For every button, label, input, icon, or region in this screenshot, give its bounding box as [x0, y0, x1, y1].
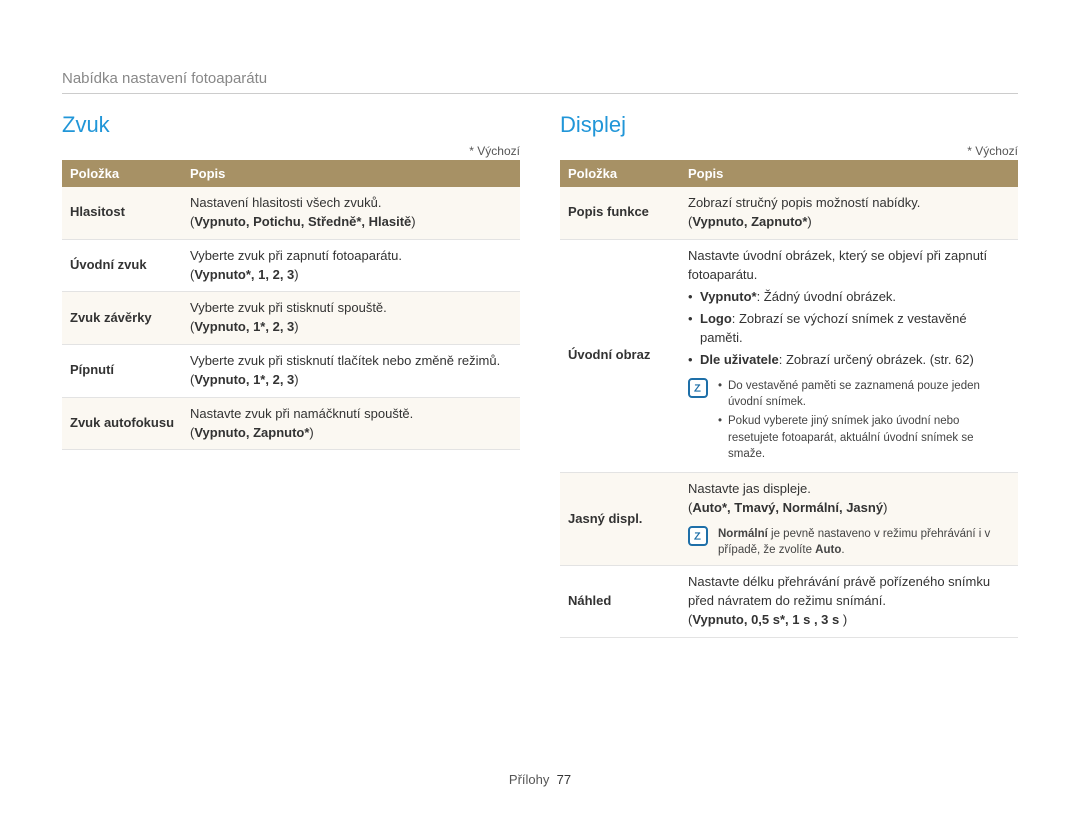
row-desc: Zobrazí stručný popis možností nabídky. … — [680, 187, 1018, 239]
options-text: Vypnuto, Zapnuto* — [194, 425, 309, 440]
bullet-text: : Žádný úvodní obrázek. — [757, 289, 896, 304]
bullet-label: Dle uživatele — [700, 352, 779, 367]
bullet-label: Logo — [700, 311, 732, 326]
row-desc: Nastavte úvodní obrázek, který se objeví… — [680, 239, 1018, 472]
default-label-right: * Výchozí — [560, 144, 1018, 158]
options-text: Vypnuto, 1*, 2, 3 — [194, 319, 294, 334]
header-desc: Popis — [182, 160, 520, 187]
note-icon — [688, 378, 708, 398]
right-column: Displej * Výchozí Položka Popis Popis fu… — [560, 112, 1018, 638]
desc-text: Zobrazí stručný popis možností nabídky. — [688, 195, 920, 210]
table-row: Pípnutí Vyberte zvuk při stisknutí tlačí… — [62, 345, 520, 398]
row-key: Zvuk autofokusu — [62, 397, 182, 450]
desc-text: ) — [294, 372, 298, 387]
note-span: . — [841, 544, 844, 556]
table-row: Hlasitost Nastavení hlasitosti všech zvu… — [62, 187, 520, 239]
desc-text: Nastavte jas displeje. — [688, 481, 811, 496]
note-box: Normální je pevně nastaveno v režimu pře… — [688, 526, 1010, 558]
options-text: Vypnuto*, 1, 2, 3 — [194, 267, 294, 282]
options-text: Vypnuto, 0,5 s*, 1 s , 3 s — [692, 612, 843, 627]
table-row: Zvuk závěrky Vyberte zvuk při stisknutí … — [62, 292, 520, 345]
section-title-displej: Displej — [560, 112, 1018, 138]
row-key: Zvuk závěrky — [62, 292, 182, 345]
default-label-left: * Výchozí — [62, 144, 520, 158]
table-row: Úvodní obraz Nastavte úvodní obrázek, kt… — [560, 239, 1018, 472]
list-item: Logo: Zobrazí se výchozí snímek z vestav… — [688, 310, 1010, 348]
table-row: Náhled Nastavte délku přehrávání právě p… — [560, 565, 1018, 637]
desc-text: Vyberte zvuk při zapnutí fotoaparátu. — [190, 248, 402, 263]
row-key: Popis funkce — [560, 187, 680, 239]
table-header: Položka Popis — [560, 160, 1018, 187]
options-text: Vypnuto, Zapnuto* — [692, 214, 807, 229]
options-text: Vypnuto, 1*, 2, 3 — [194, 372, 294, 387]
row-key: Náhled — [560, 565, 680, 637]
row-key: Úvodní obraz — [560, 239, 680, 472]
zvuk-table: Položka Popis Hlasitost Nastavení hlasit… — [62, 160, 520, 450]
bullet-text: : Zobrazí se výchozí snímek z vestavěné … — [700, 311, 967, 345]
options-text: Vypnuto, Potichu, Středně*, Hlasitě — [194, 214, 411, 229]
bullet-label: Vypnuto* — [700, 289, 757, 304]
row-desc: Vyberte zvuk při zapnutí fotoaparátu. (V… — [182, 239, 520, 292]
note-bold: Auto — [815, 544, 841, 556]
header-item: Položka — [62, 160, 182, 187]
desc-text: Nastavte úvodní obrázek, který se objeví… — [688, 248, 987, 282]
desc-text: Nastavte délku přehrávání právě pořízené… — [688, 574, 990, 608]
row-desc: Nastavte zvuk při namáčknutí spouště. (V… — [182, 397, 520, 450]
table-row: Popis funkce Zobrazí stručný popis možno… — [560, 187, 1018, 239]
breadcrumb: Nabídka nastavení fotoaparátu — [62, 70, 1018, 94]
content-columns: Zvuk * Výchozí Položka Popis Hlasitost N… — [62, 112, 1018, 638]
section-title-zvuk: Zvuk — [62, 112, 520, 138]
header-item: Položka — [560, 160, 680, 187]
desc-text: Nastavení hlasitosti všech zvuků. — [190, 195, 381, 210]
displej-table: Položka Popis Popis funkce Zobrazí struč… — [560, 160, 1018, 638]
row-desc: Vyberte zvuk při stisknutí spouště. (Vyp… — [182, 292, 520, 345]
footer-page: 77 — [557, 772, 571, 787]
table-row: Úvodní zvuk Vyberte zvuk při zapnutí fot… — [62, 239, 520, 292]
note-list: Do vestavěné paměti se zaznamená pouze j… — [718, 378, 1010, 465]
note-icon — [688, 526, 708, 546]
row-desc: Vyberte zvuk při stisknutí tlačítek nebo… — [182, 345, 520, 398]
page-root: Nabídka nastavení fotoaparátu Zvuk * Výc… — [0, 0, 1080, 638]
table-row: Jasný displ. Nastavte jas displeje. (Aut… — [560, 473, 1018, 566]
header-desc: Popis — [680, 160, 1018, 187]
note-bold: Normální — [718, 528, 768, 540]
bullet-text: : Zobrazí určený obrázek. (str. 62) — [779, 352, 974, 367]
note-item: Pokud vyberete jiný snímek jako úvodní n… — [718, 413, 1010, 463]
note-item: Do vestavěné paměti se zaznamená pouze j… — [718, 378, 1010, 411]
table-row: Zvuk autofokusu Nastavte zvuk při namáčk… — [62, 397, 520, 450]
note-box: Do vestavěné paměti se zaznamená pouze j… — [688, 378, 1010, 465]
desc-text: Vyberte zvuk při stisknutí spouště. — [190, 300, 387, 315]
row-key: Pípnutí — [62, 345, 182, 398]
table-header: Položka Popis — [62, 160, 520, 187]
footer-label: Přílohy — [509, 772, 549, 787]
options-text: Auto*, Tmavý, Normální, Jasný — [692, 500, 883, 515]
left-column: Zvuk * Výchozí Položka Popis Hlasitost N… — [62, 112, 520, 638]
note-text: Normální je pevně nastaveno v režimu pře… — [718, 526, 1010, 558]
row-desc: Nastavte délku přehrávání právě pořízené… — [680, 565, 1018, 637]
row-key: Úvodní zvuk — [62, 239, 182, 292]
bullet-list: Vypnuto*: Žádný úvodní obrázek. Logo: Zo… — [688, 288, 1010, 369]
row-key: Jasný displ. — [560, 473, 680, 566]
list-item: Vypnuto*: Žádný úvodní obrázek. — [688, 288, 1010, 307]
desc-text: Nastavte zvuk při namáčknutí spouště. — [190, 406, 413, 421]
page-footer: Přílohy 77 — [0, 772, 1080, 787]
row-key: Hlasitost — [62, 187, 182, 239]
row-desc: Nastavte jas displeje. (Auto*, Tmavý, No… — [680, 473, 1018, 566]
list-item: Dle uživatele: Zobrazí určený obrázek. (… — [688, 351, 1010, 370]
row-desc: Nastavení hlasitosti všech zvuků. (Vypnu… — [182, 187, 520, 239]
